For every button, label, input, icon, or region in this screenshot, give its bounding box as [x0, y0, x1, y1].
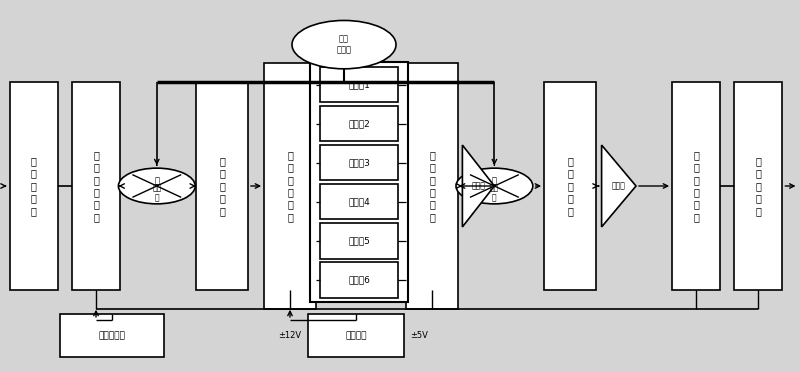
Text: 变频
器: 变频 器: [152, 183, 162, 202]
FancyBboxPatch shape: [308, 314, 404, 357]
FancyBboxPatch shape: [544, 82, 596, 290]
Polygon shape: [602, 145, 636, 227]
Text: 窄
带
滤
波
器: 窄 带 滤 波 器: [219, 156, 225, 216]
FancyBboxPatch shape: [734, 82, 782, 290]
Text: 放大器: 放大器: [612, 182, 626, 190]
Text: 延迟线3: 延迟线3: [348, 158, 370, 167]
Text: 宽
带
滤
波
器: 宽 带 滤 波 器: [567, 156, 573, 216]
Text: ±5V: ±5V: [410, 331, 428, 340]
Text: 限
幅
衰
减
器: 限 幅 衰 减 器: [755, 156, 762, 216]
Text: 单
刀
双
掷
开
关: 单 刀 双 掷 开 关: [93, 150, 99, 222]
FancyBboxPatch shape: [672, 82, 720, 290]
FancyBboxPatch shape: [196, 82, 248, 290]
Text: ±12V: ±12V: [278, 331, 302, 340]
FancyBboxPatch shape: [406, 63, 458, 309]
FancyBboxPatch shape: [320, 184, 398, 219]
FancyBboxPatch shape: [72, 82, 120, 290]
Text: 单
刀
双
掷
开
关: 单 刀 双 掷 开 关: [693, 150, 699, 222]
Text: 限
幅
衰
减
器: 限 幅 衰 减 器: [30, 156, 37, 216]
Text: 延迟线2: 延迟线2: [348, 119, 370, 128]
FancyBboxPatch shape: [320, 67, 398, 102]
Text: 微波
振荡器: 微波 振荡器: [337, 35, 351, 55]
Text: 微控制单元: 微控制单元: [98, 331, 126, 340]
Text: 延迟线4: 延迟线4: [348, 197, 370, 206]
Text: 变频
器: 变频 器: [490, 183, 499, 202]
FancyBboxPatch shape: [320, 106, 398, 141]
FancyBboxPatch shape: [320, 262, 398, 298]
Text: 单
刀
六
掷
开
关: 单 刀 六 掷 开 关: [430, 150, 435, 222]
Text: 电源模块: 电源模块: [346, 331, 366, 340]
Text: 延迟线1: 延迟线1: [348, 80, 370, 89]
Circle shape: [456, 168, 533, 204]
FancyBboxPatch shape: [60, 314, 164, 357]
FancyBboxPatch shape: [10, 82, 58, 290]
Circle shape: [118, 168, 195, 204]
Text: 单
刀
六
掷
开
关: 单 刀 六 掷 开 关: [287, 150, 293, 222]
Polygon shape: [462, 145, 494, 227]
Circle shape: [292, 20, 396, 69]
Text: 下: 下: [154, 176, 159, 185]
FancyBboxPatch shape: [264, 63, 316, 309]
Text: 延迟线6: 延迟线6: [348, 275, 370, 285]
Text: 上: 上: [492, 176, 497, 185]
FancyBboxPatch shape: [310, 62, 408, 302]
Text: 延迟线5: 延迟线5: [348, 236, 370, 246]
FancyBboxPatch shape: [320, 145, 398, 180]
FancyBboxPatch shape: [320, 223, 398, 259]
Text: 放大器: 放大器: [471, 182, 486, 190]
